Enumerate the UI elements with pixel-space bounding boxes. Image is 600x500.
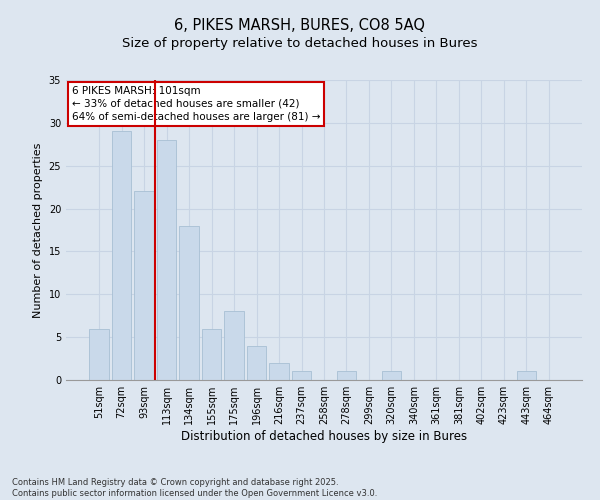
Text: 6, PIKES MARSH, BURES, CO8 5AQ: 6, PIKES MARSH, BURES, CO8 5AQ: [175, 18, 425, 32]
Text: 6 PIKES MARSH: 101sqm
← 33% of detached houses are smaller (42)
64% of semi-deta: 6 PIKES MARSH: 101sqm ← 33% of detached …: [71, 86, 320, 122]
Text: Size of property relative to detached houses in Bures: Size of property relative to detached ho…: [122, 38, 478, 51]
Bar: [112, 132, 131, 380]
Bar: [157, 140, 176, 380]
Bar: [202, 328, 221, 380]
Bar: [292, 372, 311, 380]
Bar: [224, 312, 244, 380]
Bar: [134, 192, 154, 380]
Bar: [247, 346, 266, 380]
Bar: [269, 363, 289, 380]
Bar: [179, 226, 199, 380]
Bar: [382, 372, 401, 380]
Text: Contains HM Land Registry data © Crown copyright and database right 2025.
Contai: Contains HM Land Registry data © Crown c…: [12, 478, 377, 498]
Bar: [89, 328, 109, 380]
X-axis label: Distribution of detached houses by size in Bures: Distribution of detached houses by size …: [181, 430, 467, 443]
Bar: [337, 372, 356, 380]
Bar: [517, 372, 536, 380]
Y-axis label: Number of detached properties: Number of detached properties: [33, 142, 43, 318]
